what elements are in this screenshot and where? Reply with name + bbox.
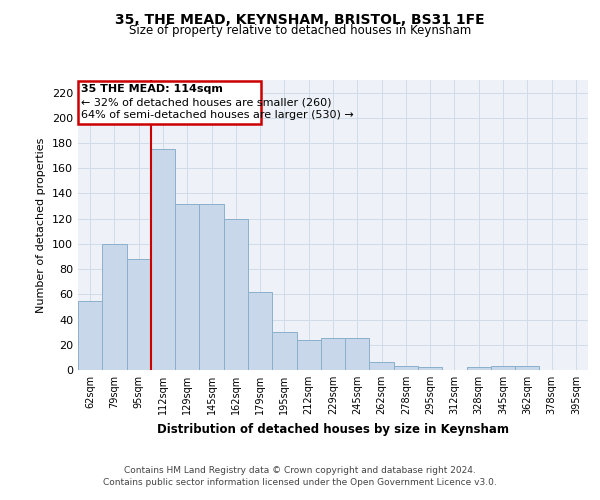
Bar [491,366,515,370]
Bar [296,340,321,370]
Text: 35 THE MEAD: 114sqm: 35 THE MEAD: 114sqm [81,84,223,94]
Text: Size of property relative to detached houses in Keynsham: Size of property relative to detached ho… [129,24,471,37]
Bar [370,362,394,370]
FancyBboxPatch shape [79,82,260,124]
Bar [394,366,418,370]
Bar [175,204,199,370]
Bar [127,259,151,370]
Text: Distribution of detached houses by size in Keynsham: Distribution of detached houses by size … [157,422,509,436]
Bar [418,368,442,370]
Text: 64% of semi-detached houses are larger (530) →: 64% of semi-detached houses are larger (… [81,110,353,120]
Bar [151,150,175,370]
Y-axis label: Number of detached properties: Number of detached properties [37,138,46,312]
Text: Contains public sector information licensed under the Open Government Licence v3: Contains public sector information licen… [103,478,497,487]
Bar [78,300,102,370]
Bar [321,338,345,370]
Bar [102,244,127,370]
Text: ← 32% of detached houses are smaller (260): ← 32% of detached houses are smaller (26… [81,98,331,108]
Bar [224,218,248,370]
Bar [345,338,370,370]
Bar [467,368,491,370]
Bar [272,332,296,370]
Bar [199,204,224,370]
Bar [248,292,272,370]
Text: Contains HM Land Registry data © Crown copyright and database right 2024.: Contains HM Land Registry data © Crown c… [124,466,476,475]
Bar [515,366,539,370]
Text: 35, THE MEAD, KEYNSHAM, BRISTOL, BS31 1FE: 35, THE MEAD, KEYNSHAM, BRISTOL, BS31 1F… [115,12,485,26]
